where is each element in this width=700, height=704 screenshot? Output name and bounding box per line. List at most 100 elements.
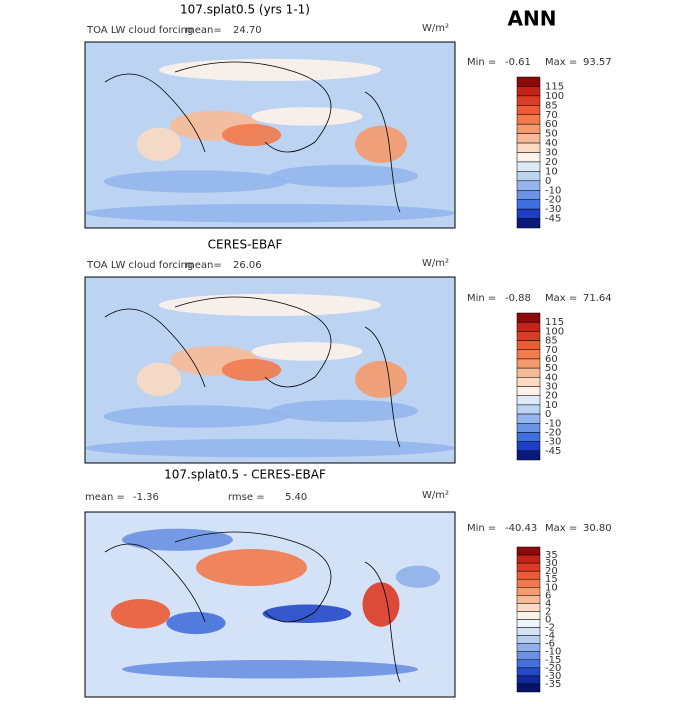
colorbar-label: -15	[545, 655, 561, 666]
colorbar-swatch	[516, 643, 541, 652]
colorbar-swatch	[516, 367, 541, 378]
mean-value: 26.06	[233, 260, 262, 271]
min-value: -40.43	[505, 523, 537, 534]
colorbar-label: -2	[545, 623, 555, 634]
map-field	[221, 358, 282, 382]
colorbar-label: 6	[545, 590, 551, 601]
min-value: -0.61	[505, 57, 531, 68]
map-field	[159, 293, 381, 317]
colorbar-swatch	[516, 423, 541, 433]
max-label: Max =	[545, 293, 577, 304]
colorbar-swatch	[516, 152, 541, 163]
colorbar-label: 10	[545, 166, 558, 177]
colorbar-label: 20	[545, 391, 558, 402]
mean-label: mean=	[185, 260, 222, 271]
colorbar-swatch	[516, 578, 541, 588]
colorbar-label: 35	[545, 550, 558, 561]
colorbar-swatch	[516, 441, 541, 452]
max-label: Max =	[545, 523, 577, 534]
map-field	[122, 528, 233, 551]
field-label: TOA LW cloud forcing	[86, 25, 193, 36]
map-field	[103, 170, 289, 193]
colorbar-swatch	[516, 208, 541, 219]
map-field	[270, 399, 418, 423]
rmse-label: rmse =	[228, 492, 265, 503]
colorbar-swatch	[516, 386, 541, 396]
colorbar-label: -30	[545, 671, 561, 682]
colorbar-label: -10	[545, 418, 561, 429]
colorbar-label: 30	[545, 382, 558, 393]
colorbar-label: 85	[545, 100, 558, 111]
colorbar-label: -45	[545, 214, 561, 225]
colorbar-label: 70	[545, 345, 558, 356]
map-field	[166, 611, 226, 635]
map-field	[221, 123, 282, 147]
min-value: -0.88	[505, 293, 531, 304]
colorbar-label: 100	[545, 326, 564, 337]
panel-title: 107.splat0.5 - CERES-EBAF	[164, 468, 326, 482]
colorbar-label: 0	[545, 615, 551, 626]
colorbar-swatch	[516, 675, 541, 685]
colorbar-swatch	[516, 554, 541, 564]
colorbar-label: 40	[545, 138, 558, 149]
map-field	[103, 405, 289, 428]
colorbar-label: 0	[545, 176, 551, 187]
colorbar-label: 70	[545, 110, 558, 121]
map-field	[110, 598, 171, 629]
colorbar-label: 60	[545, 119, 558, 130]
colorbar-label: 4	[545, 598, 551, 609]
map-field	[159, 58, 381, 82]
map-field	[251, 342, 363, 361]
colorbar-label: -30	[545, 204, 561, 215]
colorbar-swatch	[516, 171, 541, 182]
min-label: Min =	[467, 523, 496, 534]
colorbar-swatch	[516, 340, 541, 350]
colorbar-swatch	[516, 432, 541, 442]
colorbar-label: -20	[545, 427, 561, 438]
map-frame	[84, 511, 456, 698]
map-field	[85, 203, 455, 223]
map-field	[355, 125, 407, 163]
colorbar-label: 85	[545, 336, 558, 347]
colorbar-swatch	[516, 161, 541, 172]
max-label: Max =	[545, 57, 577, 68]
colorbar-label: 10	[545, 582, 558, 593]
colorbar-swatch	[516, 546, 541, 556]
colorbar-label: 115	[545, 317, 564, 328]
colorbar-swatch	[516, 377, 541, 387]
colorbar-label: -10	[545, 647, 561, 658]
colorbar-swatch	[516, 95, 541, 106]
colorbar-swatch	[516, 180, 541, 191]
colorbar-swatch	[516, 105, 541, 115]
colorbar-swatch	[516, 667, 541, 677]
colorbar-swatch	[516, 358, 541, 369]
colorbar-label: 100	[545, 91, 564, 102]
units: W/m²	[422, 23, 449, 34]
panel-title: 107.splat0.5 (yrs 1-1)	[180, 3, 310, 17]
map-field	[270, 164, 418, 188]
coastline	[104, 296, 401, 448]
max-value: 93.57	[583, 57, 612, 68]
min-label: Min =	[467, 293, 496, 304]
colorbar-swatch	[516, 603, 541, 612]
colorbar-swatch	[516, 651, 541, 661]
colorbar-swatch	[516, 627, 541, 636]
colorbar-label: 115	[545, 81, 564, 92]
units: W/m²	[422, 258, 449, 269]
colorbar-swatch	[516, 86, 541, 97]
map-field	[122, 660, 418, 679]
colorbar-swatch	[516, 619, 541, 628]
map-frame	[84, 276, 456, 464]
colorbar-swatch	[516, 611, 541, 620]
rmse-value: 5.40	[285, 492, 307, 503]
colorbar-swatch	[516, 190, 541, 200]
colorbar-swatch	[516, 331, 541, 341]
colorbar-label: 50	[545, 129, 558, 140]
colorbar-label: -35	[545, 679, 561, 690]
colorbar-swatch	[516, 142, 541, 153]
colorbar-swatch	[516, 76, 541, 87]
colorbar-label: 50	[545, 363, 558, 374]
colorbar-swatch	[516, 635, 541, 644]
colorbar-label: -10	[545, 185, 561, 196]
